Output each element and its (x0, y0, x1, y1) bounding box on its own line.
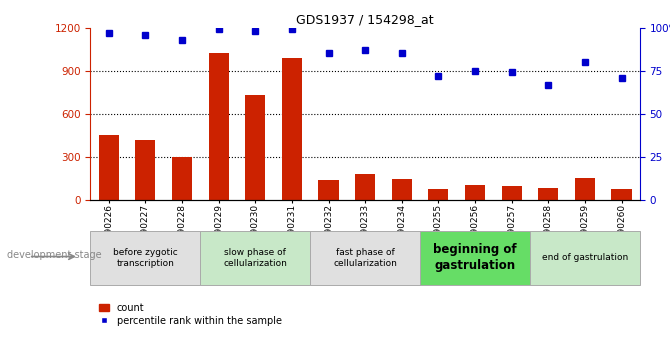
Text: beginning of
gastrulation: beginning of gastrulation (433, 243, 517, 273)
Legend: count, percentile rank within the sample: count, percentile rank within the sample (95, 299, 285, 330)
Text: before zygotic
transcription: before zygotic transcription (113, 248, 178, 268)
Bar (420, 231, 530, 285)
Bar (98, 135, 119, 200)
Bar (538, 188, 558, 200)
Text: end of gastrulation: end of gastrulation (542, 253, 628, 263)
Bar (612, 189, 632, 200)
Bar (208, 53, 228, 200)
Bar (200, 231, 310, 285)
Bar (392, 179, 412, 200)
Bar (245, 95, 265, 200)
Text: slow phase of
cellularization: slow phase of cellularization (223, 248, 287, 268)
Bar (135, 140, 155, 200)
Bar (355, 174, 375, 200)
Bar (428, 189, 448, 200)
Bar (575, 178, 595, 200)
Title: GDS1937 / 154298_at: GDS1937 / 154298_at (296, 13, 434, 27)
Text: fast phase of
cellularization: fast phase of cellularization (333, 248, 397, 268)
Bar (172, 157, 192, 200)
Bar (310, 231, 420, 285)
Bar (465, 185, 485, 200)
Bar (90, 231, 200, 285)
Bar (530, 231, 640, 285)
Bar (318, 180, 338, 200)
Text: development stage: development stage (7, 250, 101, 260)
Bar (502, 186, 522, 200)
Bar (282, 58, 302, 200)
